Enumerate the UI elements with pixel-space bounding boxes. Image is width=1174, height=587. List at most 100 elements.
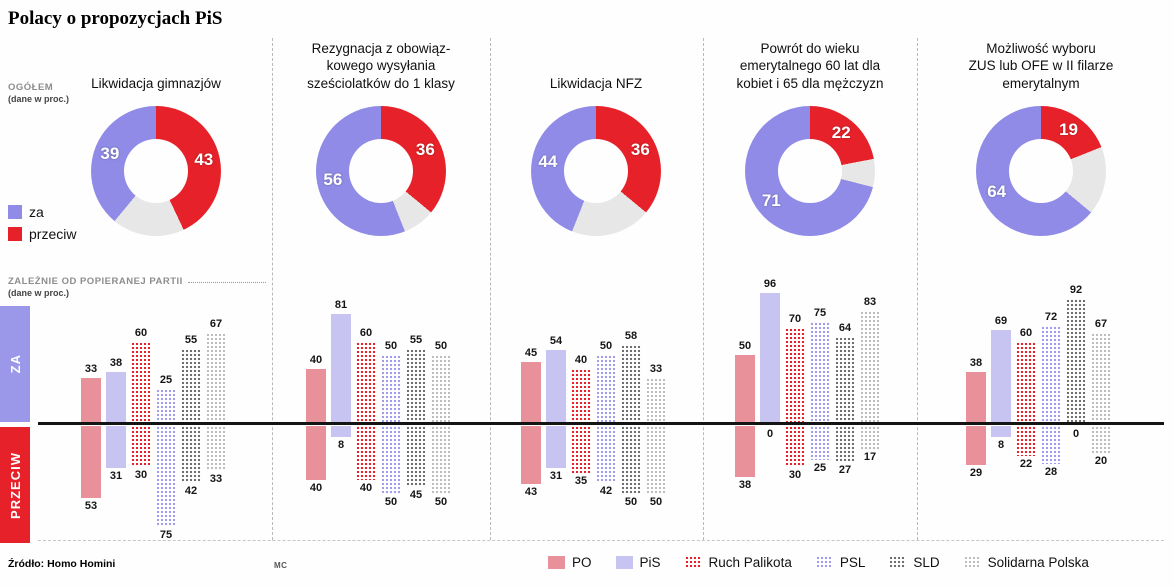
bar-value-za: 45 bbox=[524, 347, 538, 359]
chart-title: Likwidacja gimnazjów bbox=[91, 75, 221, 91]
donut-chart: 36 56 bbox=[316, 106, 446, 236]
bar-value-przeciw: 17 bbox=[863, 451, 877, 463]
bar-za-PO bbox=[735, 355, 755, 423]
bar-za-SLD bbox=[835, 337, 855, 423]
chart-title: Możliwość wyboru ZUS lub OFE w II filarz… bbox=[968, 41, 1114, 91]
bar-przeciw-PSL bbox=[156, 426, 176, 527]
bar-value-przeciw: 50 bbox=[649, 496, 663, 508]
donut-hole bbox=[1009, 139, 1073, 203]
legend-przeciw-label: przeciw bbox=[29, 226, 77, 242]
bar-value-za: 67 bbox=[1094, 318, 1108, 330]
overall-section-sub: (dane w proc.) bbox=[8, 94, 70, 104]
party-legend-label: Solidarna Polska bbox=[987, 555, 1089, 570]
chart-title: Powrót do wieku emerytalnego 60 lat dla … bbox=[736, 41, 884, 91]
bar-przeciw-Ruch Palikota bbox=[356, 426, 376, 480]
przeciw-color-swatch bbox=[8, 227, 22, 241]
bar-value-przeciw: 40 bbox=[359, 482, 373, 494]
party-section-label: ZALEŻNIE OD POPIERANEJ PARTII bbox=[8, 276, 183, 287]
bar-przeciw-PO bbox=[735, 426, 755, 477]
bar-za-SLD bbox=[1066, 299, 1086, 423]
bar-za-PiS bbox=[546, 350, 566, 423]
bar-value-za: 60 bbox=[1019, 327, 1033, 339]
party-legend-item: Ruch Palikota bbox=[684, 555, 792, 570]
bottom-boundary-line bbox=[38, 540, 1164, 541]
bar-value-przeciw: 30 bbox=[134, 469, 148, 481]
donut-value-przeciw: 43 bbox=[194, 150, 214, 170]
bar-przeciw-PiS bbox=[546, 426, 566, 468]
party-swatch-SLD bbox=[889, 556, 907, 569]
source-credit: Źródło: Homo Homini bbox=[8, 558, 116, 570]
bar-przeciw-SLD bbox=[621, 426, 641, 494]
chart-title: Rezygnacja z obowiąz- kowego wysyłania s… bbox=[307, 41, 455, 91]
bar-value-za: 60 bbox=[134, 327, 148, 339]
donut-value-przeciw: 36 bbox=[630, 140, 650, 160]
bar-za-PiS bbox=[760, 293, 780, 423]
column-separator bbox=[490, 38, 491, 540]
donut-chart: 19 64 bbox=[976, 106, 1106, 236]
bar-value-za: 40 bbox=[309, 354, 323, 366]
column-separator bbox=[703, 38, 704, 540]
bar-value-za: 54 bbox=[549, 335, 563, 347]
donut-hole bbox=[778, 139, 842, 203]
bar-value-przeciw: 35 bbox=[574, 475, 588, 487]
bar-za-Solidarna Polska bbox=[206, 333, 226, 423]
bar-przeciw-Ruch Palikota bbox=[131, 426, 151, 467]
bar-value-za: 83 bbox=[863, 296, 877, 308]
bar-za-SLD bbox=[406, 349, 426, 423]
bar-value-przeciw: 0 bbox=[1072, 428, 1080, 440]
bar-value-za: 64 bbox=[838, 322, 852, 334]
legend-za-label: za bbox=[29, 204, 44, 220]
bar-value-przeciw: 22 bbox=[1019, 458, 1033, 470]
bar-za-Solidarna Polska bbox=[860, 311, 880, 423]
legend-za: za bbox=[8, 204, 44, 220]
bar-za-SLD bbox=[181, 349, 201, 423]
bar-za-Solidarna Polska bbox=[646, 378, 666, 423]
bar-za-PO bbox=[966, 372, 986, 423]
bar-za-PSL bbox=[1041, 326, 1061, 423]
legend-przeciw: przeciw bbox=[8, 226, 76, 242]
bar-value-przeciw: 0 bbox=[766, 428, 774, 440]
donut-value-przeciw: 19 bbox=[1059, 120, 1078, 140]
bar-za-Solidarna Polska bbox=[431, 355, 451, 423]
bar-value-za: 40 bbox=[574, 354, 588, 366]
bar-value-za: 50 bbox=[599, 340, 613, 352]
donut-hole bbox=[124, 139, 188, 203]
bar-za-Solidarna Polska bbox=[1091, 333, 1111, 423]
bar-value-za: 67 bbox=[209, 318, 223, 330]
party-legend-item: PSL bbox=[815, 555, 866, 570]
bar-value-przeciw: 28 bbox=[1044, 466, 1058, 478]
bar-value-przeciw: 43 bbox=[524, 486, 538, 498]
party-section-sub: (dane w proc.) bbox=[8, 288, 70, 298]
donut-value-za: 44 bbox=[538, 151, 558, 171]
bar-przeciw-Ruch Palikota bbox=[785, 426, 805, 467]
party-legend-label: PSL bbox=[839, 555, 866, 570]
overall-section-label: OGÓŁEM bbox=[8, 82, 54, 93]
bar-value-przeciw: 25 bbox=[813, 462, 827, 474]
column-separator bbox=[917, 38, 918, 540]
bar-value-przeciw: 42 bbox=[599, 485, 613, 497]
bar-value-za: 69 bbox=[994, 315, 1008, 327]
bar-value-za: 50 bbox=[738, 340, 752, 352]
bar-value-za: 81 bbox=[334, 299, 348, 311]
bar-value-przeciw: 42 bbox=[184, 485, 198, 497]
bar-przeciw-PO bbox=[521, 426, 541, 484]
party-section-header: ZALEŻNIE OD POPIERANEJ PARTII bbox=[8, 276, 266, 287]
donut-chart: 22 71 bbox=[745, 106, 875, 236]
column-separator bbox=[272, 38, 273, 540]
party-swatch-PiS bbox=[615, 556, 633, 569]
dotted-leader bbox=[187, 281, 266, 283]
donut-hole bbox=[349, 139, 413, 203]
bar-value-przeciw: 38 bbox=[738, 479, 752, 491]
bar-value-przeciw: 75 bbox=[159, 529, 173, 541]
bar-za-Ruch Palikota bbox=[571, 369, 591, 423]
bar-przeciw-Ruch Palikota bbox=[1016, 426, 1036, 456]
donut-hole bbox=[564, 139, 628, 203]
bar-value-za: 38 bbox=[969, 357, 983, 369]
bar-przeciw-PSL bbox=[381, 426, 401, 494]
bar-value-przeciw: 50 bbox=[434, 496, 448, 508]
bar-value-przeciw: 20 bbox=[1094, 455, 1108, 467]
za-axis-box: ZA bbox=[0, 306, 30, 422]
bar-przeciw-Solidarna Polska bbox=[431, 426, 451, 494]
bar-value-przeciw: 8 bbox=[337, 439, 345, 451]
bar-przeciw-Solidarna Polska bbox=[646, 426, 666, 494]
